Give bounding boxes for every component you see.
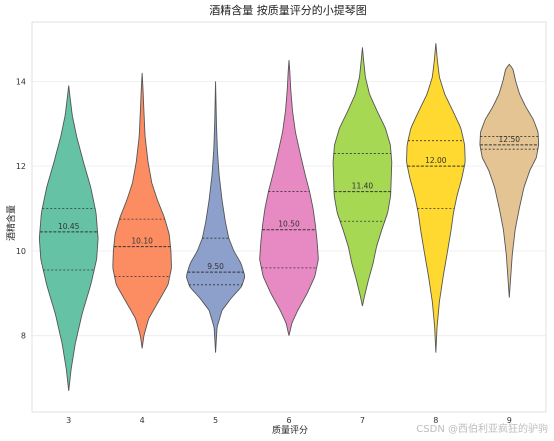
- violin-4: [112, 72, 172, 349]
- median-label-9: 12.50: [499, 135, 521, 144]
- x-tick-label-8: 8: [433, 416, 438, 425]
- violin-9: [479, 63, 540, 298]
- median-label-5: 9.50: [207, 262, 224, 271]
- median-label-4: 10.10: [131, 237, 153, 246]
- plot-area: 8 10 12 14 10.45 3 10.10 4 9.50 5 10.50 6 11.40 7 12.0…: [16, 21, 547, 425]
- x-tick-label-7: 7: [360, 416, 365, 425]
- x-tick-label-5: 5: [213, 416, 218, 425]
- y-tick-label: 8: [21, 332, 26, 341]
- y-tick-label: 12: [16, 162, 26, 171]
- violin-8: [406, 43, 466, 353]
- y-tick-label: 14: [16, 77, 26, 86]
- x-tick-label-4: 4: [140, 416, 145, 425]
- x-tick-label-9: 9: [507, 416, 512, 425]
- violin-7: [332, 47, 393, 307]
- chart-title: 酒精含量 按质量评分的小提琴图: [209, 3, 367, 17]
- median-label-7: 11.40: [352, 182, 374, 191]
- x-tick-label-3: 3: [66, 416, 71, 425]
- violin-3: [38, 85, 99, 391]
- x-tick-label-6: 6: [286, 416, 291, 425]
- y-tick-label: 10: [16, 247, 26, 256]
- median-label-3: 10.45: [58, 222, 80, 231]
- violin-6: [259, 60, 319, 336]
- y-axis-label: 酒精含量: [5, 205, 17, 241]
- x-axis-label: 质量评分: [272, 424, 308, 436]
- watermark: CSDN @西伯利亚疯狂的驴驹: [416, 424, 548, 435]
- median-label-6: 10.50: [278, 220, 300, 229]
- median-label-8: 12.00: [425, 156, 447, 165]
